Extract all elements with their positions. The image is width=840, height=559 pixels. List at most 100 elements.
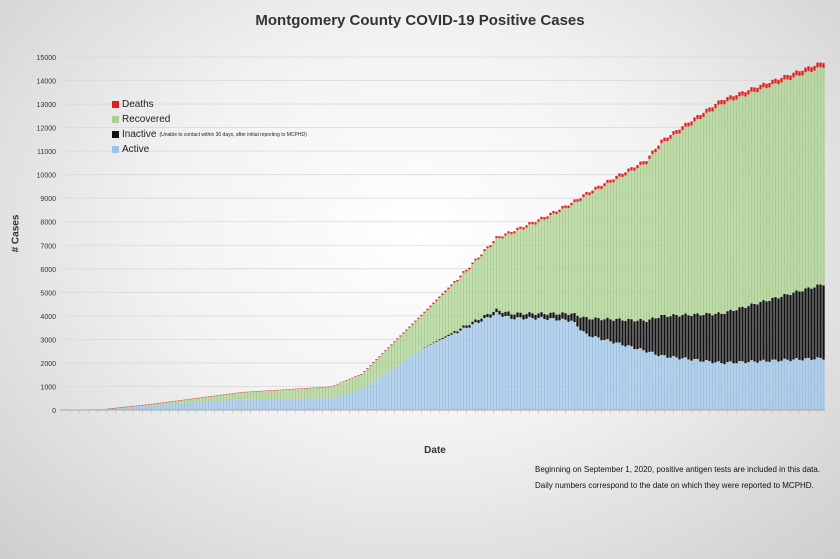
bar-stack — [96, 409, 99, 410]
bar-stack — [153, 403, 156, 410]
bar-active — [444, 337, 447, 410]
bar-deaths — [243, 391, 246, 393]
bar-deaths — [600, 186, 603, 189]
bar-deaths — [366, 368, 369, 369]
bar-stack — [801, 70, 804, 410]
bar-active — [204, 401, 207, 410]
bar-inactive — [543, 314, 546, 319]
bar-recovered — [447, 289, 450, 335]
bar-stack — [732, 96, 735, 410]
bar-deaths — [702, 112, 705, 117]
bar-stack — [420, 314, 423, 410]
bar-stack — [174, 400, 177, 410]
bar-stack — [369, 365, 372, 410]
bar-stack — [273, 390, 276, 410]
bar-deaths — [483, 249, 486, 251]
bar-active — [714, 362, 717, 410]
bar-active — [540, 316, 543, 410]
bar-recovered — [378, 357, 381, 378]
bar-stack — [735, 95, 738, 410]
bar-recovered — [249, 391, 252, 400]
bar-deaths — [597, 185, 600, 189]
bar-deaths — [240, 392, 243, 393]
bar-recovered — [186, 399, 189, 403]
bar-inactive — [597, 318, 600, 338]
bar-recovered — [216, 395, 219, 401]
bar-deaths — [672, 131, 675, 135]
bar-stack — [792, 72, 795, 410]
bar-recovered — [612, 182, 615, 321]
bar-inactive — [684, 313, 687, 358]
bar-active — [135, 406, 138, 410]
bar-recovered — [615, 178, 618, 319]
bar-deaths — [510, 232, 513, 235]
bar-deaths — [387, 347, 390, 349]
bar-stack — [198, 397, 201, 410]
bar-stack — [144, 404, 147, 410]
bar-recovered — [537, 221, 540, 314]
bar-stack — [750, 87, 753, 410]
bar-recovered — [558, 212, 561, 315]
bar-active — [417, 350, 420, 410]
bar-deaths — [390, 344, 393, 346]
bar-inactive — [621, 320, 624, 346]
bar-recovered — [498, 238, 501, 311]
bar-active — [126, 407, 129, 410]
bar-active — [618, 342, 621, 410]
bar-active — [222, 400, 225, 410]
bar-inactive — [642, 320, 645, 351]
bar-stack — [276, 389, 279, 410]
bar-active — [654, 354, 657, 410]
bar-recovered — [411, 324, 414, 355]
bar-deaths — [504, 233, 507, 236]
bar-deaths — [621, 173, 624, 177]
bar-recovered — [396, 339, 399, 366]
bar-deaths — [252, 391, 255, 392]
bar-active — [681, 358, 684, 410]
bar-stack — [774, 78, 777, 410]
bar-recovered — [798, 75, 801, 292]
bar-deaths — [747, 90, 750, 95]
bar-deaths — [417, 317, 420, 319]
bar-inactive — [738, 307, 741, 361]
bar-recovered — [474, 260, 477, 320]
bar-active — [132, 406, 135, 410]
bar-recovered — [387, 348, 390, 372]
bar-deaths — [201, 397, 204, 398]
y-tick-label: 15000 — [37, 55, 57, 62]
bar-recovered — [546, 218, 549, 315]
bar-deaths — [369, 365, 372, 366]
bar-recovered — [174, 400, 177, 404]
bar-deaths — [741, 91, 744, 96]
bar-recovered — [720, 104, 723, 314]
bar-recovered — [639, 164, 642, 319]
bar-stack — [663, 137, 666, 410]
bar-deaths — [378, 356, 381, 358]
bar-deaths — [795, 70, 798, 76]
bar-recovered — [384, 351, 387, 374]
bar-recovered — [162, 402, 165, 405]
bar-deaths — [690, 121, 693, 126]
bar-deaths — [183, 399, 186, 401]
bar-active — [441, 338, 444, 410]
bar-deaths — [396, 338, 399, 340]
bar-inactive — [801, 291, 804, 361]
bar-stack — [387, 347, 390, 410]
bar-deaths — [693, 117, 696, 122]
bar-stack — [738, 91, 741, 410]
bar-deaths — [318, 387, 321, 388]
bar-deaths — [801, 70, 804, 76]
bar-active — [633, 349, 636, 410]
bar-deaths — [675, 130, 678, 134]
bar-stack — [780, 77, 783, 410]
bar-recovered — [408, 327, 411, 358]
bar-stack — [399, 335, 402, 410]
bar-deaths — [381, 353, 384, 355]
bar-stack — [99, 408, 102, 410]
bar-deaths — [549, 212, 552, 216]
bar-deaths — [324, 386, 327, 388]
bar-stack — [588, 192, 591, 410]
bar-active — [594, 335, 597, 410]
bar-recovered — [540, 219, 543, 313]
bar-deaths — [633, 167, 636, 171]
